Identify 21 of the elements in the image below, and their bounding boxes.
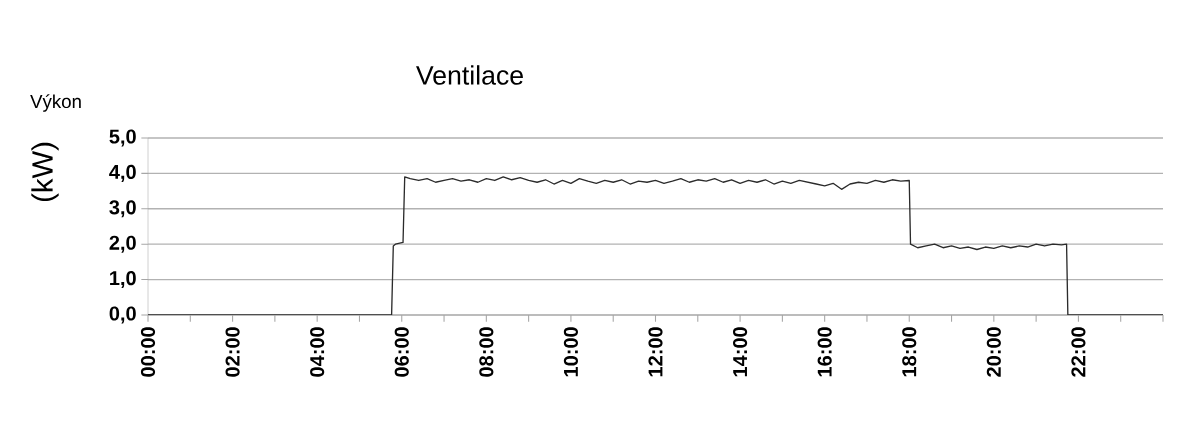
- x-tick-label: 02:00: [225, 327, 240, 377]
- y-tick-label: 1,0: [110, 271, 136, 289]
- y-tick-label: 4,0: [109, 164, 136, 182]
- x-tick-label: 08:00: [479, 327, 494, 377]
- x-tick-label: 10:00: [563, 327, 578, 377]
- text: Výkon: [30, 94, 81, 112]
- x-tick-label: 12:00: [648, 327, 663, 377]
- x-tick-label: 16:00: [817, 327, 832, 377]
- x-tick-label: 22:00: [1071, 327, 1086, 377]
- x-tick-label: 20:00: [986, 327, 1001, 377]
- y-axis-title: (kW): [31, 142, 59, 202]
- x-tick-label: 14:00: [733, 327, 748, 377]
- x-tick-label: 04:00: [310, 327, 325, 377]
- x-tick-label: 06:00: [394, 327, 409, 377]
- x-tick-label: 00:00: [140, 327, 156, 377]
- y-tick-label: 5,0: [109, 129, 136, 147]
- y-tick-label: 2,0: [109, 235, 136, 253]
- chart-title: Ventilace: [416, 65, 523, 85]
- y-tick-label: 0,0: [109, 306, 136, 324]
- x-tick-label: 18:00: [902, 327, 917, 377]
- y-tick-label: 3,0: [109, 200, 136, 218]
